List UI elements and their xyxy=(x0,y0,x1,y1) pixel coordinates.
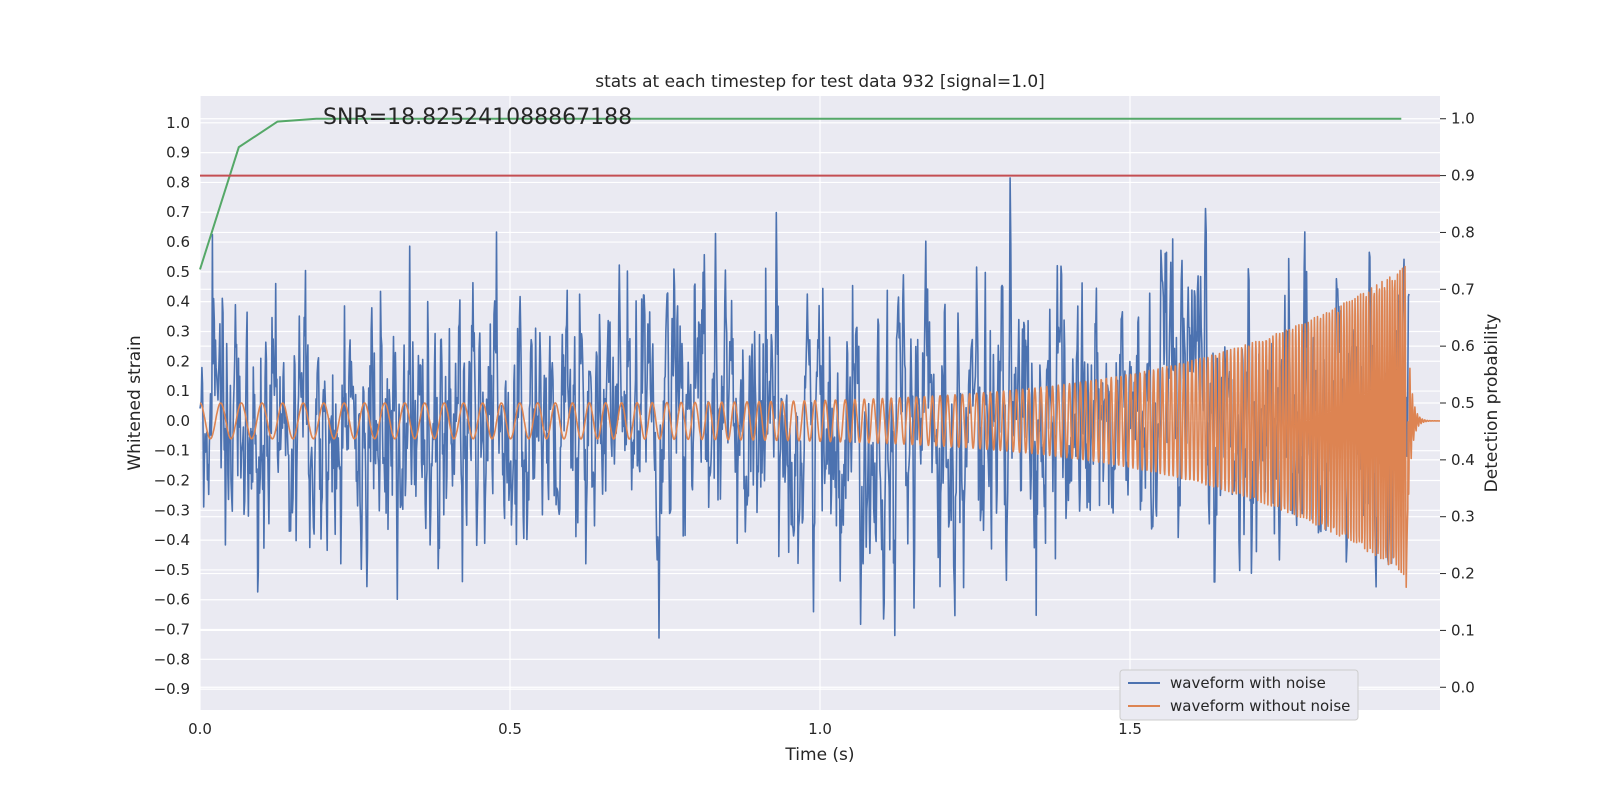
y-tick-label: −0.5 xyxy=(154,561,190,579)
legend-label-clean: waveform without noise xyxy=(1170,697,1350,715)
y-tick-label-right: 0.5 xyxy=(1451,394,1475,412)
y-tick-label: 0.0 xyxy=(166,412,190,430)
y-tick-label: −0.7 xyxy=(154,621,190,639)
x-axis-label: Time (s) xyxy=(784,745,854,765)
y-tick-label-right: 0.4 xyxy=(1451,451,1475,469)
series-detection-probability xyxy=(199,117,1402,270)
y-tick-label: −0.8 xyxy=(154,650,190,668)
y-tick-label: 0.5 xyxy=(166,263,190,281)
y-tick-label: 0.7 xyxy=(166,203,190,221)
y-tick-label: 1.0 xyxy=(166,114,190,132)
y-tick-label: 0.2 xyxy=(166,352,190,370)
y-tick-label-right: 0.9 xyxy=(1451,167,1475,185)
y-tick-label-right: 0.8 xyxy=(1451,223,1475,241)
y-tick-label-right: 0.1 xyxy=(1451,621,1475,639)
y-tick-label: 0.8 xyxy=(166,173,190,191)
y-tick-label-right: 1.0 xyxy=(1451,110,1475,128)
x-tick-label: 1.5 xyxy=(1118,720,1142,738)
snr-annotation: SNR=18.825241088867188 xyxy=(323,105,632,130)
y-tick-label: −0.6 xyxy=(154,591,190,609)
y-tick-label: −0.3 xyxy=(154,501,190,519)
chart-title: stats at each timestep for test data 932… xyxy=(595,72,1045,92)
x-tick-label: 0.0 xyxy=(188,720,212,738)
series-waveform-with-noise xyxy=(199,177,1410,639)
legend-box xyxy=(1119,669,1359,721)
y-axis-label: Whitened strain xyxy=(125,335,145,470)
y-tick-label: 0.6 xyxy=(166,233,190,251)
x-tick-label: 0.5 xyxy=(498,720,522,738)
y-tick-label-right: 0.0 xyxy=(1451,678,1475,696)
y-tick-label-right: 0.3 xyxy=(1451,508,1475,526)
y-tick-label: 0.3 xyxy=(166,322,190,340)
legend: waveform with noise waveform without noi… xyxy=(1119,669,1359,721)
x-tick-label: 1.0 xyxy=(808,720,832,738)
y-tick-label-right: 0.2 xyxy=(1451,565,1475,583)
y-tick-label-right: 0.6 xyxy=(1451,337,1475,355)
legend-label-noise: waveform with noise xyxy=(1170,674,1326,692)
y-tick-label: −0.2 xyxy=(154,471,190,489)
series-waveform-without-noise xyxy=(199,265,1441,589)
ticks-layer: 0.0 0.5 1.0 1.5 −0.9 −0.8 −0.7 −0.6 −0.5 −0.4 −0.3… xyxy=(154,110,1475,738)
y-tick-label: −0.4 xyxy=(154,531,190,549)
y-tick-label: −0.9 xyxy=(154,680,190,698)
y-tick-label: 0.9 xyxy=(166,144,190,162)
y-tick-label: −0.1 xyxy=(154,442,190,460)
y-tick-label: 0.4 xyxy=(166,293,190,311)
y-tick-label-right: 0.7 xyxy=(1451,280,1475,298)
series-layer xyxy=(199,117,1441,639)
y-axis-label-right: Detection probability xyxy=(1482,314,1502,493)
y-tick-label: 0.1 xyxy=(166,382,190,400)
